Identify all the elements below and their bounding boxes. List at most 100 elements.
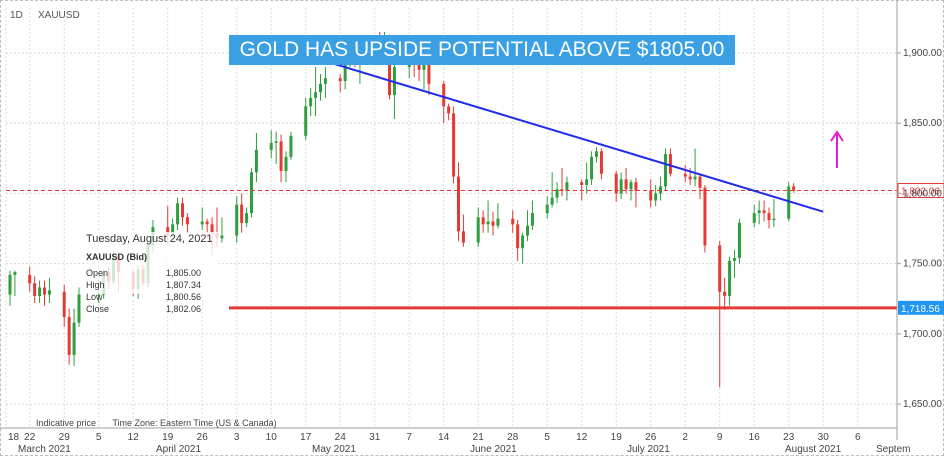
candle-body — [72, 322, 76, 355]
y-tick-label: 1,650.00 — [903, 399, 942, 410]
x-tick-label: 28 — [507, 432, 519, 443]
candle-body — [62, 291, 66, 318]
x-tick-label: 21 — [473, 432, 485, 443]
candle-body — [388, 41, 392, 96]
candle-body — [723, 291, 727, 296]
x-tick-label: 24 — [335, 432, 347, 443]
candle-body — [77, 294, 81, 323]
candle-body — [442, 83, 446, 107]
candle-body — [309, 97, 313, 107]
candle-body — [595, 151, 599, 157]
candle-body — [728, 260, 732, 296]
x-tick-label: 31 — [369, 432, 381, 443]
candle-body — [13, 272, 17, 275]
x-tick-label: 3 — [234, 432, 240, 443]
x-tick-label: 19 — [162, 432, 174, 443]
candle-body — [343, 57, 347, 82]
candle-body — [683, 173, 687, 177]
symbol-label[interactable]: XAUUSD — [38, 10, 80, 21]
candle-body — [47, 290, 51, 295]
candle-body — [565, 182, 569, 191]
ohlc-high-label: High — [86, 280, 105, 290]
candle-body — [427, 59, 431, 84]
candle-body — [664, 154, 668, 187]
candle-body — [634, 182, 638, 191]
x-month-label: June 2021 — [470, 444, 517, 455]
x-month-label: Septem — [876, 444, 910, 455]
x-month-label: May 2021 — [312, 444, 356, 455]
candle-body — [43, 287, 47, 295]
candle-body — [752, 213, 756, 223]
candle-body — [245, 213, 249, 223]
interval-label[interactable]: 1D — [10, 10, 23, 21]
candle-body — [792, 186, 796, 191]
candle-body — [757, 210, 761, 214]
candle-body — [688, 176, 692, 180]
x-tick-label: 2 — [682, 432, 688, 443]
x-tick-label: 16 — [749, 432, 761, 443]
candle-body — [97, 294, 101, 296]
ohlc-symbol: XAUUSD (Bid) — [86, 252, 147, 262]
candle-body — [718, 245, 722, 292]
candle-body — [205, 221, 209, 225]
timezone-label: Time Zone: Eastern Time (US & Canada) — [112, 418, 277, 428]
x-tick-label: 7 — [406, 432, 412, 443]
candle-body — [279, 141, 283, 171]
candle-body — [33, 283, 37, 296]
candle-body — [28, 274, 32, 284]
candle-body — [526, 225, 530, 236]
candle-body — [629, 182, 633, 190]
candle-body — [481, 217, 485, 225]
candle-body — [181, 203, 185, 218]
candle-body — [417, 64, 421, 70]
candle-body — [649, 190, 653, 201]
x-tick-label: 12 — [576, 432, 588, 443]
headline-banner: GOLD HAS UPSIDE POTENTIAL ABOVE $1805.00 — [229, 35, 735, 65]
x-month-label: August 2021 — [785, 444, 842, 455]
candle-body — [659, 186, 663, 194]
candle-body — [461, 231, 465, 243]
candle-body — [545, 204, 549, 214]
ohlc-open-value: 1,805.00 — [166, 268, 202, 278]
x-tick-label: 30 — [818, 432, 830, 443]
candle-body — [668, 154, 672, 174]
x-tick-label: 22 — [24, 432, 36, 443]
x-tick-label: 14 — [438, 432, 450, 443]
candle-body — [486, 221, 490, 225]
candle-body — [319, 83, 323, 93]
x-tick-label: 26 — [645, 432, 657, 443]
overlays: 1,802.06 1,718.56 — [6, 37, 944, 315]
candle-body — [787, 186, 791, 219]
ohlc-close-value: 1,802.06 — [166, 304, 202, 314]
current-price-label: 1,802.06 — [901, 187, 940, 198]
candle-body — [619, 179, 623, 194]
candle-body — [166, 227, 170, 236]
ohlc-panel — [84, 232, 219, 294]
candle-body — [624, 179, 628, 190]
candle-body — [516, 224, 520, 249]
candle-body — [8, 274, 12, 295]
candle-body — [737, 222, 741, 259]
candle-body — [457, 176, 461, 232]
ohlc-high-value: 1,807.34 — [166, 280, 202, 290]
candle-body — [550, 197, 554, 205]
candle-body — [176, 203, 180, 225]
candle-body — [511, 218, 515, 225]
candle-body — [323, 78, 327, 84]
candle-body — [599, 151, 603, 174]
candle-body — [585, 179, 589, 185]
x-month-label: July 2021 — [627, 444, 670, 455]
x-tick-label: 26 — [197, 432, 209, 443]
candle-body — [67, 317, 71, 355]
candle-body — [698, 176, 702, 188]
y-tick-label: 1,850.00 — [903, 118, 942, 129]
x-tick-label: 5 — [544, 432, 550, 443]
y-tick-label: 1,700.00 — [903, 329, 942, 340]
candle-body — [284, 156, 288, 171]
candle-body — [447, 106, 451, 114]
candle-body — [220, 235, 224, 239]
candle-body — [200, 221, 204, 225]
candle-body — [210, 224, 214, 233]
